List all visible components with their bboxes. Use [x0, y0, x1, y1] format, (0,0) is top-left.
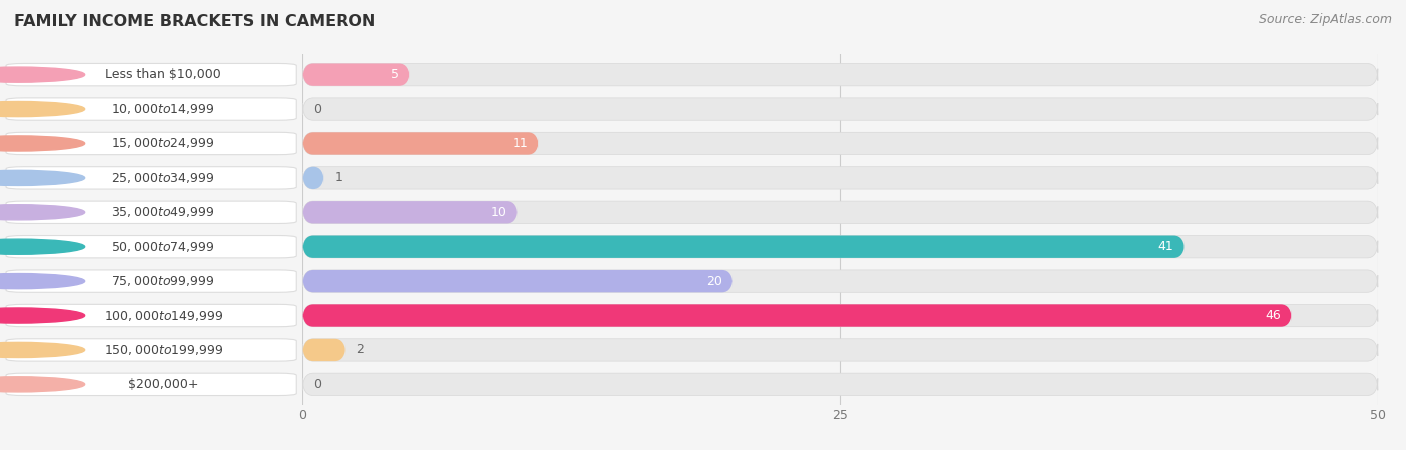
Circle shape [0, 377, 84, 392]
FancyBboxPatch shape [302, 270, 733, 292]
Text: $15,000 to $24,999: $15,000 to $24,999 [111, 136, 215, 150]
FancyBboxPatch shape [6, 304, 297, 327]
Text: 20: 20 [706, 274, 721, 288]
Text: $35,000 to $49,999: $35,000 to $49,999 [111, 205, 215, 219]
FancyBboxPatch shape [302, 98, 1378, 120]
FancyBboxPatch shape [302, 166, 1378, 189]
FancyBboxPatch shape [302, 339, 346, 361]
FancyBboxPatch shape [6, 339, 297, 361]
FancyBboxPatch shape [302, 63, 1378, 86]
FancyBboxPatch shape [6, 166, 297, 189]
Circle shape [0, 308, 84, 323]
Circle shape [0, 205, 84, 220]
Circle shape [0, 136, 84, 151]
Text: $25,000 to $34,999: $25,000 to $34,999 [111, 171, 215, 185]
FancyBboxPatch shape [302, 235, 1184, 258]
FancyBboxPatch shape [6, 235, 297, 258]
FancyBboxPatch shape [302, 63, 411, 86]
FancyBboxPatch shape [302, 339, 1378, 361]
Text: $10,000 to $14,999: $10,000 to $14,999 [111, 102, 215, 116]
FancyBboxPatch shape [302, 373, 1378, 396]
Text: 11: 11 [512, 137, 529, 150]
Text: $100,000 to $149,999: $100,000 to $149,999 [104, 309, 224, 323]
Text: FAMILY INCOME BRACKETS IN CAMERON: FAMILY INCOME BRACKETS IN CAMERON [14, 14, 375, 28]
Circle shape [0, 102, 84, 117]
Text: $75,000 to $99,999: $75,000 to $99,999 [111, 274, 215, 288]
Text: $150,000 to $199,999: $150,000 to $199,999 [104, 343, 224, 357]
Text: 1: 1 [335, 171, 343, 184]
Text: 5: 5 [391, 68, 399, 81]
FancyBboxPatch shape [302, 304, 1292, 327]
FancyBboxPatch shape [6, 132, 297, 155]
Circle shape [0, 239, 84, 254]
FancyBboxPatch shape [6, 63, 297, 86]
Text: 2: 2 [356, 343, 364, 356]
FancyBboxPatch shape [302, 235, 1378, 258]
FancyBboxPatch shape [302, 201, 1378, 224]
FancyBboxPatch shape [302, 270, 1378, 292]
Text: Source: ZipAtlas.com: Source: ZipAtlas.com [1258, 14, 1392, 27]
FancyBboxPatch shape [302, 166, 323, 189]
FancyBboxPatch shape [6, 373, 297, 396]
Text: $200,000+: $200,000+ [128, 378, 198, 391]
Text: 46: 46 [1265, 309, 1281, 322]
Text: 10: 10 [491, 206, 506, 219]
FancyBboxPatch shape [6, 98, 297, 120]
FancyBboxPatch shape [6, 270, 297, 292]
Text: 0: 0 [314, 103, 321, 116]
FancyBboxPatch shape [6, 201, 297, 224]
FancyBboxPatch shape [302, 201, 517, 224]
FancyBboxPatch shape [302, 132, 1378, 155]
FancyBboxPatch shape [302, 304, 1378, 327]
Text: 0: 0 [314, 378, 321, 391]
Text: Less than $10,000: Less than $10,000 [105, 68, 221, 81]
Circle shape [0, 67, 84, 82]
Circle shape [0, 274, 84, 289]
Text: $50,000 to $74,999: $50,000 to $74,999 [111, 240, 215, 254]
Circle shape [0, 342, 84, 357]
Circle shape [0, 170, 84, 185]
FancyBboxPatch shape [302, 132, 538, 155]
Text: 41: 41 [1157, 240, 1174, 253]
